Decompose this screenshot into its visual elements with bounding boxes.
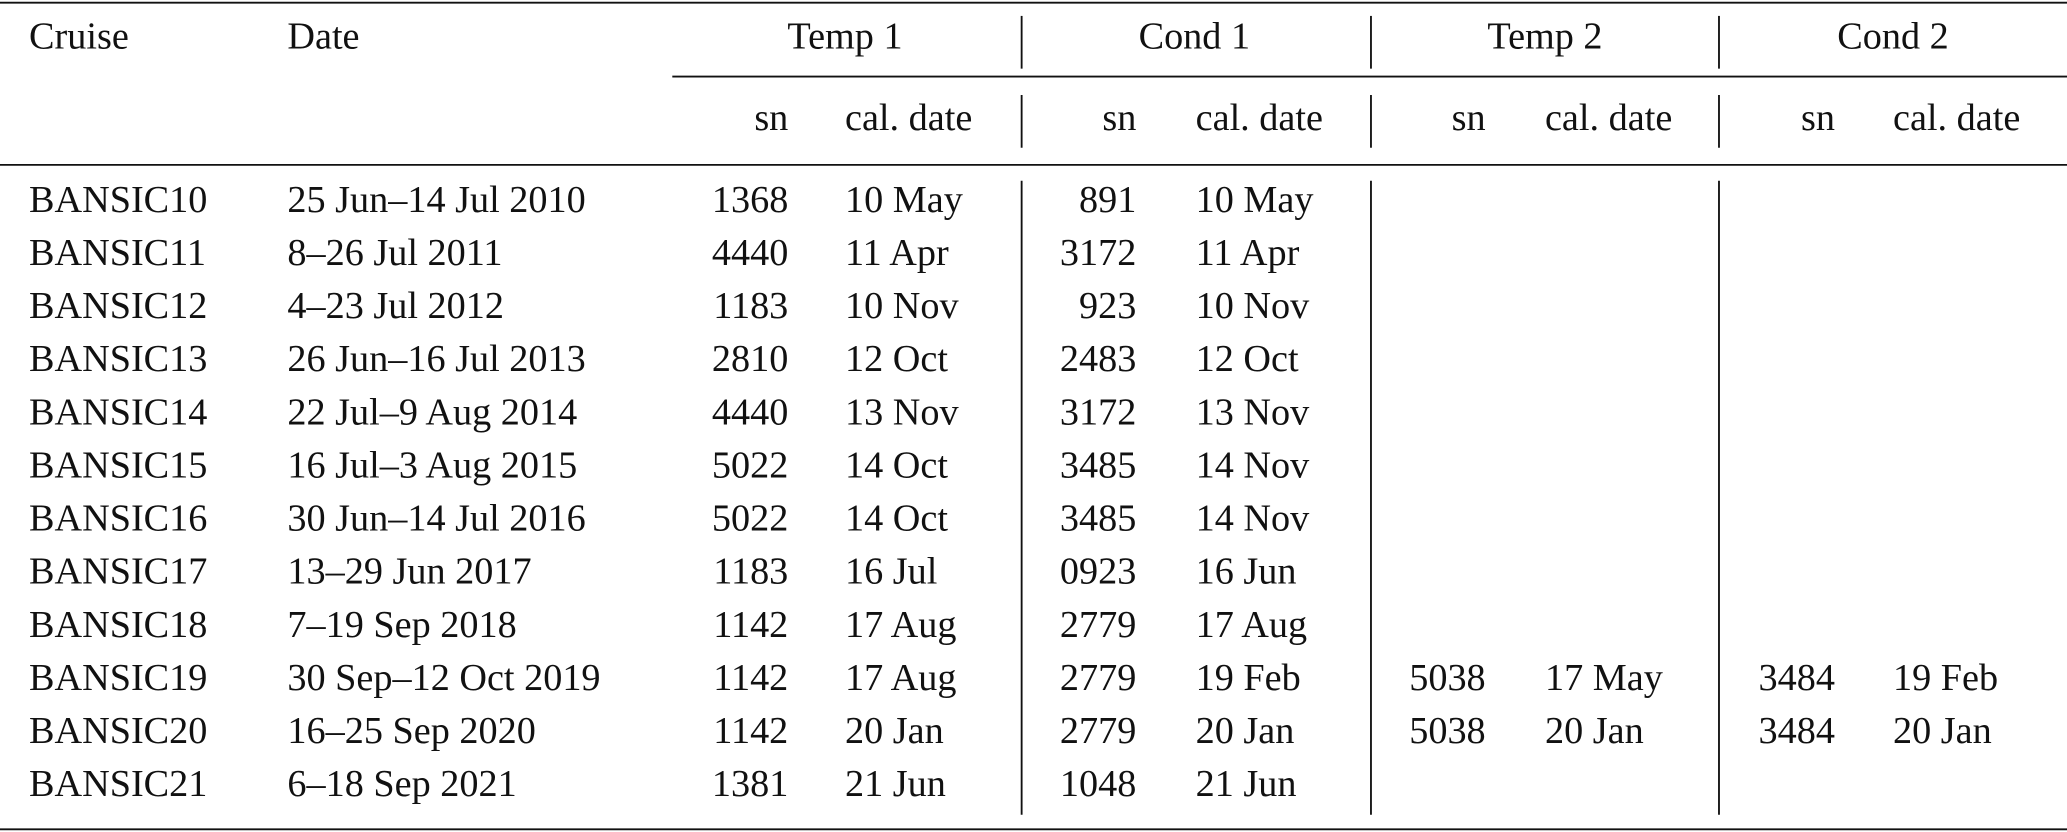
cell: 3172 [1060, 232, 1136, 274]
cell: 10 May [845, 179, 963, 221]
cell: BANSIC10 [29, 179, 207, 221]
cell: 5038 [1409, 710, 1485, 752]
cell: 25 Jun–14 Jul 2010 [287, 179, 585, 221]
cell: 10 Nov [845, 285, 959, 327]
cell: 14 Nov [1196, 444, 1310, 486]
cell: 2810 [712, 338, 788, 380]
cell: 17 Aug [845, 604, 956, 646]
cell: 3485 [1060, 498, 1136, 540]
cell: 1142 [713, 657, 788, 699]
cell: 21 Jun [1196, 763, 1297, 805]
sub-header: sn [1801, 97, 1835, 139]
sub-header: sn [1102, 97, 1136, 139]
cell: 1381 [712, 763, 788, 805]
cell: 5038 [1409, 657, 1485, 699]
cell: 13 Nov [845, 391, 959, 433]
cell: 21 Jun [845, 763, 946, 805]
cell: 5022 [712, 444, 788, 486]
cell: 20 Jan [1196, 710, 1295, 752]
cell: 4–23 Jul 2012 [287, 285, 504, 327]
cell: BANSIC19 [29, 657, 207, 699]
group-header: Temp 2 [1487, 15, 1602, 57]
cell: 12 Oct [1196, 338, 1299, 380]
cell: 10 Nov [1196, 285, 1310, 327]
cell: BANSIC14 [29, 391, 207, 433]
cell: 16 Jul–3 Aug 2015 [287, 444, 577, 486]
cell: 2779 [1060, 604, 1136, 646]
cell: 1142 [713, 604, 788, 646]
cell: 17 May [1545, 657, 1663, 699]
cell: 17 Aug [845, 657, 956, 699]
cell: 5022 [712, 498, 788, 540]
sub-header: cal. date [1196, 97, 1323, 139]
cell: BANSIC15 [29, 444, 207, 486]
cell: 0923 [1060, 551, 1136, 593]
cell: 3484 [1759, 710, 1835, 752]
cell: 1183 [713, 285, 788, 327]
cell: 22 Jul–9 Aug 2014 [287, 391, 577, 433]
cell: 19 Feb [1893, 657, 1998, 699]
cell: 17 Aug [1196, 604, 1307, 646]
cell: 14 Oct [845, 444, 948, 486]
sub-header: cal. date [1893, 97, 2020, 139]
sub-header: sn [754, 97, 788, 139]
column-header: Date [287, 15, 359, 57]
sub-header: cal. date [1545, 97, 1672, 139]
cell: 12 Oct [845, 338, 948, 380]
cell: 2779 [1060, 657, 1136, 699]
cell: 4440 [712, 391, 788, 433]
cell: 13 Nov [1196, 391, 1310, 433]
cell: 19 Feb [1196, 657, 1301, 699]
cell: BANSIC20 [29, 710, 207, 752]
cell: 4440 [712, 232, 788, 274]
cell: 2779 [1060, 710, 1136, 752]
cell: 1368 [712, 179, 788, 221]
cell: 20 Jan [845, 710, 944, 752]
cell: 923 [1079, 285, 1136, 327]
group-header: Temp 1 [787, 15, 902, 57]
cell: 8–26 Jul 2011 [287, 232, 502, 274]
cell: 16 Jul [845, 551, 937, 593]
cell: BANSIC18 [29, 604, 207, 646]
cell: 1183 [713, 551, 788, 593]
cell: 13–29 Jun 2017 [287, 551, 531, 593]
cell: 20 Jan [1893, 710, 1992, 752]
cell: 3484 [1759, 657, 1835, 699]
cell: 1142 [713, 710, 788, 752]
cell: 20 Jan [1545, 710, 1644, 752]
cell: BANSIC13 [29, 338, 207, 380]
sub-header: sn [1452, 97, 1486, 139]
cell: BANSIC12 [29, 285, 207, 327]
cell: 3485 [1060, 444, 1136, 486]
column-header: Cruise [29, 15, 129, 57]
cell: BANSIC17 [29, 551, 207, 593]
cell: 11 Apr [1196, 232, 1300, 274]
cell: 16–25 Sep 2020 [287, 710, 535, 752]
group-header: Cond 2 [1837, 15, 1948, 57]
cell: 30 Sep–12 Oct 2019 [287, 657, 600, 699]
sub-header: cal. date [845, 97, 972, 139]
cell: BANSIC21 [29, 763, 207, 805]
cell: 11 Apr [845, 232, 949, 274]
cell: 1048 [1060, 763, 1136, 805]
cell: BANSIC16 [29, 498, 207, 540]
cell: 30 Jun–14 Jul 2016 [287, 498, 585, 540]
cell: 14 Nov [1196, 498, 1310, 540]
cell: 7–19 Sep 2018 [287, 604, 516, 646]
cell: 14 Oct [845, 498, 948, 540]
cell: 16 Jun [1196, 551, 1297, 593]
cell: BANSIC11 [29, 232, 206, 274]
cell: 891 [1079, 179, 1136, 221]
cell: 6–18 Sep 2021 [287, 763, 516, 805]
group-header: Cond 1 [1139, 15, 1250, 57]
cell: 10 May [1196, 179, 1314, 221]
cell: 26 Jun–16 Jul 2013 [287, 338, 585, 380]
cell: 3172 [1060, 391, 1136, 433]
cell: 2483 [1060, 338, 1136, 380]
